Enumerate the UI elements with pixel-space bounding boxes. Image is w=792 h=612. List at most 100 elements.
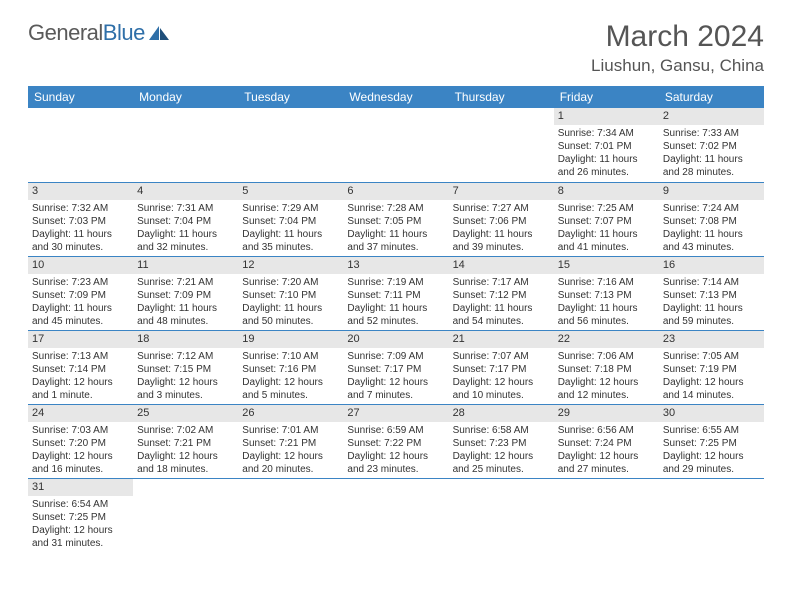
day-detail-line: Daylight: 12 hours and 14 minutes. — [663, 376, 760, 402]
calendar-day-cell — [28, 108, 133, 182]
day-detail-line: Sunset: 7:09 PM — [137, 289, 234, 302]
calendar-day-cell: 20Sunrise: 7:09 AMSunset: 7:17 PMDayligh… — [343, 330, 448, 404]
day-details: Sunrise: 7:34 AMSunset: 7:01 PMDaylight:… — [554, 125, 659, 181]
day-details: Sunrise: 6:55 AMSunset: 7:25 PMDaylight:… — [659, 422, 764, 478]
header: GeneralBlue March 2024 Liushun, Gansu, C… — [28, 20, 764, 76]
day-details: Sunrise: 7:28 AMSunset: 7:05 PMDaylight:… — [343, 200, 448, 256]
calendar-day-cell — [133, 108, 238, 182]
day-detail-line: Sunrise: 7:01 AM — [242, 424, 339, 437]
day-detail-line: Daylight: 12 hours and 5 minutes. — [242, 376, 339, 402]
calendar-week-row: 24Sunrise: 7:03 AMSunset: 7:20 PMDayligh… — [28, 405, 764, 479]
day-number: 7 — [449, 183, 554, 200]
day-detail-line: Daylight: 11 hours and 32 minutes. — [137, 228, 234, 254]
day-detail-line: Sunrise: 7:03 AM — [32, 424, 129, 437]
calendar-day-cell: 13Sunrise: 7:19 AMSunset: 7:11 PMDayligh… — [343, 256, 448, 330]
day-number: 10 — [28, 257, 133, 274]
calendar-day-cell — [238, 108, 343, 182]
day-detail-line: Sunrise: 7:06 AM — [558, 350, 655, 363]
day-details: Sunrise: 7:06 AMSunset: 7:18 PMDaylight:… — [554, 348, 659, 404]
calendar-day-cell: 30Sunrise: 6:55 AMSunset: 7:25 PMDayligh… — [659, 405, 764, 479]
calendar-day-cell — [554, 479, 659, 553]
day-detail-line: Daylight: 11 hours and 41 minutes. — [558, 228, 655, 254]
day-detail-line: Sunset: 7:17 PM — [453, 363, 550, 376]
day-details — [28, 112, 133, 116]
day-detail-line: Sunrise: 7:10 AM — [242, 350, 339, 363]
calendar-week-row: 1Sunrise: 7:34 AMSunset: 7:01 PMDaylight… — [28, 108, 764, 182]
day-detail-line: Daylight: 11 hours and 52 minutes. — [347, 302, 444, 328]
day-detail-line: Sunrise: 7:31 AM — [137, 202, 234, 215]
day-detail-line: Daylight: 11 hours and 35 minutes. — [242, 228, 339, 254]
day-detail-line: Sunrise: 7:12 AM — [137, 350, 234, 363]
day-details: Sunrise: 7:17 AMSunset: 7:12 PMDaylight:… — [449, 274, 554, 330]
weekday-header-row: Sunday Monday Tuesday Wednesday Thursday… — [28, 86, 764, 108]
day-detail-line: Daylight: 12 hours and 31 minutes. — [32, 524, 129, 550]
day-detail-line: Sunrise: 7:23 AM — [32, 276, 129, 289]
day-detail-line: Sunrise: 7:29 AM — [242, 202, 339, 215]
day-number: 14 — [449, 257, 554, 274]
day-detail-line: Sunset: 7:14 PM — [32, 363, 129, 376]
day-details: Sunrise: 7:03 AMSunset: 7:20 PMDaylight:… — [28, 422, 133, 478]
day-detail-line: Daylight: 11 hours and 28 minutes. — [663, 153, 760, 179]
day-number: 9 — [659, 183, 764, 200]
weekday-header: Saturday — [659, 86, 764, 108]
calendar-day-cell: 23Sunrise: 7:05 AMSunset: 7:19 PMDayligh… — [659, 330, 764, 404]
day-detail-line: Daylight: 11 hours and 39 minutes. — [453, 228, 550, 254]
day-detail-line: Daylight: 11 hours and 59 minutes. — [663, 302, 760, 328]
day-detail-line: Daylight: 12 hours and 23 minutes. — [347, 450, 444, 476]
weekday-header: Monday — [133, 86, 238, 108]
day-number: 25 — [133, 405, 238, 422]
day-detail-line: Sunset: 7:13 PM — [558, 289, 655, 302]
calendar-day-cell: 24Sunrise: 7:03 AMSunset: 7:20 PMDayligh… — [28, 405, 133, 479]
calendar-day-cell: 25Sunrise: 7:02 AMSunset: 7:21 PMDayligh… — [133, 405, 238, 479]
day-number: 13 — [343, 257, 448, 274]
calendar-week-row: 17Sunrise: 7:13 AMSunset: 7:14 PMDayligh… — [28, 330, 764, 404]
day-number: 6 — [343, 183, 448, 200]
day-detail-line: Sunrise: 7:19 AM — [347, 276, 444, 289]
day-number: 1 — [554, 108, 659, 125]
calendar-day-cell — [343, 479, 448, 553]
day-details: Sunrise: 7:20 AMSunset: 7:10 PMDaylight:… — [238, 274, 343, 330]
day-detail-line: Daylight: 12 hours and 3 minutes. — [137, 376, 234, 402]
day-detail-line: Daylight: 11 hours and 45 minutes. — [32, 302, 129, 328]
day-number: 28 — [449, 405, 554, 422]
day-detail-line: Sunrise: 6:58 AM — [453, 424, 550, 437]
calendar-day-cell — [343, 108, 448, 182]
day-detail-line: Sunset: 7:25 PM — [663, 437, 760, 450]
day-details: Sunrise: 7:33 AMSunset: 7:02 PMDaylight:… — [659, 125, 764, 181]
day-details: Sunrise: 6:54 AMSunset: 7:25 PMDaylight:… — [28, 496, 133, 552]
day-details — [133, 112, 238, 116]
day-details: Sunrise: 7:21 AMSunset: 7:09 PMDaylight:… — [133, 274, 238, 330]
day-number: 17 — [28, 331, 133, 348]
day-detail-line: Sunrise: 6:54 AM — [32, 498, 129, 511]
day-number: 4 — [133, 183, 238, 200]
day-number: 5 — [238, 183, 343, 200]
day-detail-line: Sunset: 7:08 PM — [663, 215, 760, 228]
calendar-day-cell: 16Sunrise: 7:14 AMSunset: 7:13 PMDayligh… — [659, 256, 764, 330]
calendar-day-cell: 10Sunrise: 7:23 AMSunset: 7:09 PMDayligh… — [28, 256, 133, 330]
day-number: 12 — [238, 257, 343, 274]
day-detail-line: Sunrise: 7:32 AM — [32, 202, 129, 215]
day-number: 8 — [554, 183, 659, 200]
day-details — [238, 112, 343, 116]
calendar-day-cell: 5Sunrise: 7:29 AMSunset: 7:04 PMDaylight… — [238, 182, 343, 256]
day-detail-line: Sunset: 7:02 PM — [663, 140, 760, 153]
day-detail-line: Sunset: 7:21 PM — [242, 437, 339, 450]
day-details: Sunrise: 7:09 AMSunset: 7:17 PMDaylight:… — [343, 348, 448, 404]
day-detail-line: Sunset: 7:07 PM — [558, 215, 655, 228]
logo-text-general: General — [28, 20, 103, 46]
day-details: Sunrise: 6:58 AMSunset: 7:23 PMDaylight:… — [449, 422, 554, 478]
calendar-day-cell: 21Sunrise: 7:07 AMSunset: 7:17 PMDayligh… — [449, 330, 554, 404]
day-detail-line: Daylight: 11 hours and 37 minutes. — [347, 228, 444, 254]
day-number: 30 — [659, 405, 764, 422]
day-detail-line: Daylight: 11 hours and 54 minutes. — [453, 302, 550, 328]
day-number: 19 — [238, 331, 343, 348]
day-detail-line: Sunrise: 7:05 AM — [663, 350, 760, 363]
calendar-day-cell: 11Sunrise: 7:21 AMSunset: 7:09 PMDayligh… — [133, 256, 238, 330]
calendar-day-cell: 2Sunrise: 7:33 AMSunset: 7:02 PMDaylight… — [659, 108, 764, 182]
day-number: 31 — [28, 479, 133, 496]
day-detail-line: Sunrise: 7:16 AM — [558, 276, 655, 289]
day-details — [133, 483, 238, 487]
day-detail-line: Daylight: 12 hours and 25 minutes. — [453, 450, 550, 476]
day-detail-line: Daylight: 11 hours and 56 minutes. — [558, 302, 655, 328]
day-details: Sunrise: 7:25 AMSunset: 7:07 PMDaylight:… — [554, 200, 659, 256]
